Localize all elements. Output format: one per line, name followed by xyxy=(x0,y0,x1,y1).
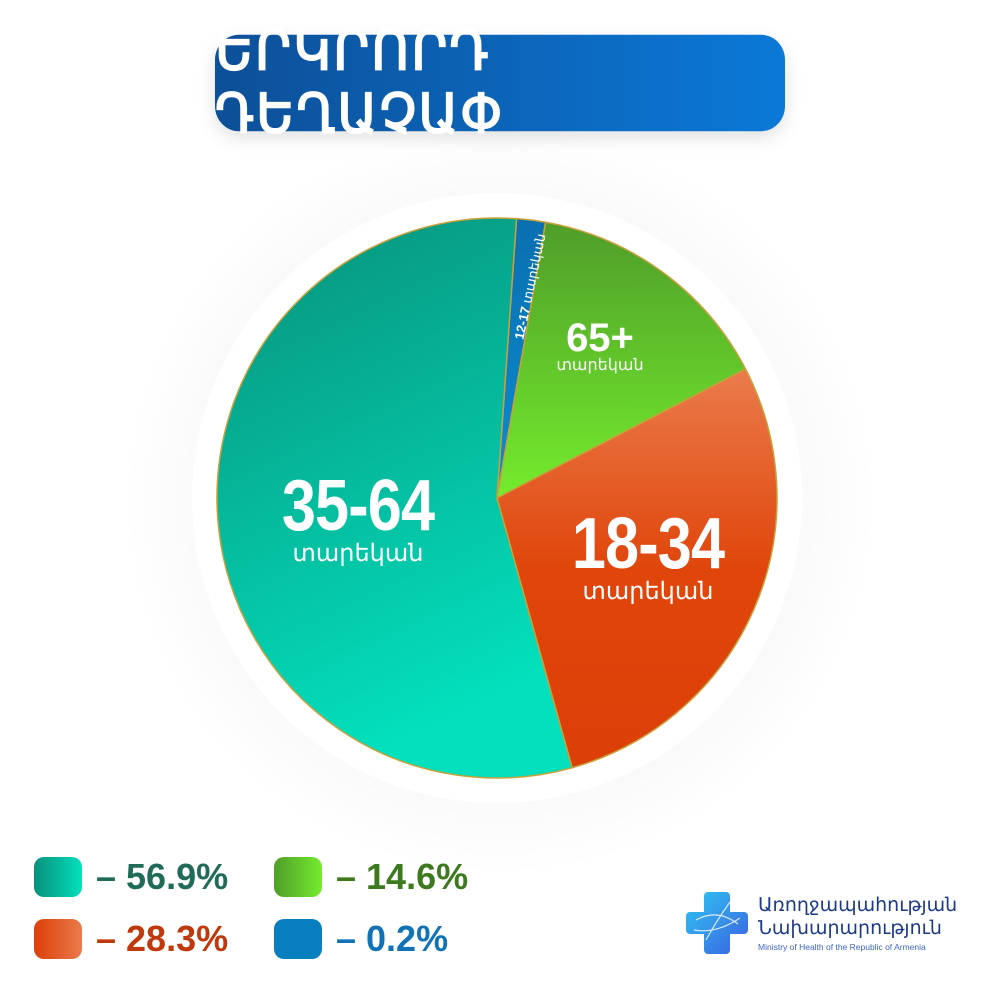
legend-value: – 28.3% xyxy=(96,918,229,959)
slice-label: 65+ xyxy=(566,316,634,360)
slice-sublabel: տարեկան xyxy=(292,540,424,567)
logo-line-english: Ministry of Health of the Republic of Ar… xyxy=(758,942,926,952)
label-18-34: 18-34 տարեկան xyxy=(548,508,748,604)
label-65-plus: 65+ տարեկան xyxy=(545,318,655,374)
legend-18-34: – 28.3% xyxy=(34,918,228,960)
legend-swatch xyxy=(34,919,82,959)
ministry-logo: Առողջապահության Նախարարություն Ministry … xyxy=(686,890,957,956)
slice-sublabel: տարեկան xyxy=(556,357,644,374)
logo-line-armenian-1: Առողջապահության xyxy=(758,895,958,916)
legend-swatch xyxy=(34,857,82,897)
label-35-64: 35-64 տարեկան xyxy=(258,470,458,566)
legend-swatch xyxy=(274,919,322,959)
legend-value: – 0.2% xyxy=(336,918,449,959)
legend-value: – 56.9% xyxy=(96,856,229,897)
slice-sublabel: տարեկան xyxy=(582,578,714,605)
medical-cross-icon xyxy=(686,892,748,954)
slice-label: 35-64 xyxy=(281,466,435,546)
pie-slice-65-plus xyxy=(495,221,747,500)
pie-slice-35-64 xyxy=(216,217,574,779)
legend-swatch xyxy=(274,857,322,897)
pie-slice-18-34 xyxy=(496,367,778,769)
legend-12-17: – 0.2% xyxy=(274,918,448,960)
legend-65-plus: – 14.6% xyxy=(274,856,468,898)
legend-value: – 14.6% xyxy=(336,856,469,897)
legend-35-64: – 56.9% xyxy=(34,856,228,898)
logo-line-armenian-2: Նախարարություն xyxy=(758,918,942,939)
slice-label: 18-34 xyxy=(571,504,725,584)
